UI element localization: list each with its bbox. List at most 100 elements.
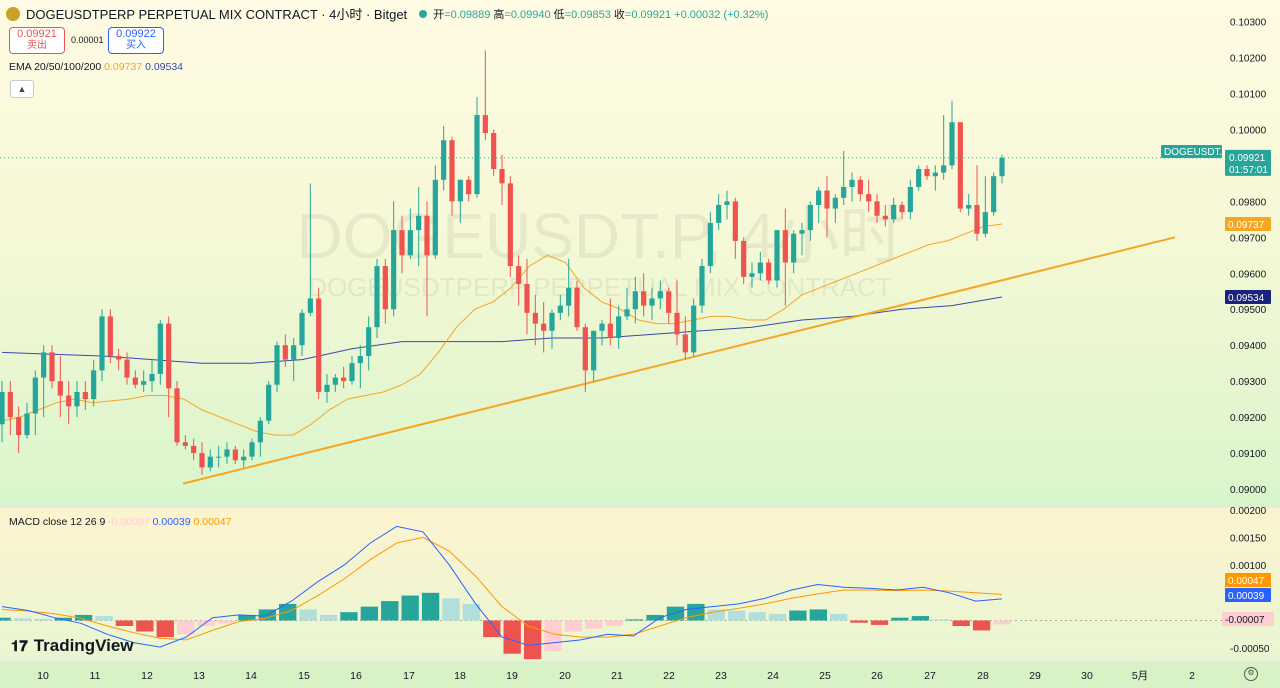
macd-histogram-bar <box>768 613 787 621</box>
candle-body <box>41 352 47 378</box>
macd-line <box>1 525 1003 648</box>
macd-histogram-bar <box>177 620 195 635</box>
candle-body <box>591 330 597 371</box>
sell-button[interactable]: 0.09921 卖出 <box>9 27 65 54</box>
symbol-header: DOGEUSDTPERP PERPETUAL MIX CONTRACT · 4小… <box>6 4 768 23</box>
macd-histogram-bar <box>421 592 440 621</box>
candle-body <box>99 316 105 371</box>
tradingview-logo-icon: 𝟏𝟕 <box>11 637 28 655</box>
macd-histogram-bar <box>585 620 603 629</box>
macd-histogram-bar <box>319 614 338 621</box>
candle-body <box>782 230 788 263</box>
candle-body <box>699 266 705 306</box>
candle-body <box>199 453 205 468</box>
change-value: +0.00032 (+0.32%) <box>674 8 769 21</box>
macd-histogram-bar <box>707 609 725 621</box>
macd-tick-label: 0.00200 <box>1230 506 1267 517</box>
open-value: =0.09889 <box>444 8 491 21</box>
gear-icon[interactable]: ⚙ <box>1244 667 1258 681</box>
time-axis[interactable]: 10 11 12 13 14 15 16 17 18 19 20 21 22 23 24 25 26 27 28 29… <box>37 670 1195 682</box>
ema-label: EMA 20/50/100/200 <box>9 61 102 73</box>
candle-body <box>941 165 947 173</box>
candle-body <box>316 298 322 392</box>
candle-body <box>799 230 805 234</box>
time-tick-label: 16 <box>350 670 362 682</box>
collapse-legend-button[interactable]: ▲ <box>10 80 34 98</box>
candle-body <box>974 204 980 234</box>
macd-histogram-bar <box>523 620 542 660</box>
time-tick-label: 2 <box>1189 670 1195 682</box>
tradingview-logo[interactable]: 𝟏𝟕 TradingView <box>11 636 134 656</box>
candle-body <box>32 377 38 414</box>
candle-body <box>532 312 538 324</box>
candle-body <box>541 323 547 331</box>
buy-button[interactable]: 0.09922 买入 <box>108 27 164 54</box>
macd-histogram-bar <box>911 616 930 621</box>
macd-histogram-bar <box>13 618 32 621</box>
macd-histogram-bar <box>666 606 685 621</box>
macd-histogram-bar <box>605 620 623 627</box>
candle-body <box>849 179 855 187</box>
candle-body <box>741 240 747 277</box>
candle-body <box>291 345 297 360</box>
candle-body <box>999 157 1005 177</box>
candle-body <box>574 287 580 328</box>
price-tick-label: 0.09300 <box>1230 377 1267 388</box>
candle-body <box>166 323 172 389</box>
candle-body <box>649 298 655 306</box>
candle-body <box>882 215 888 220</box>
macd-histogram-bar <box>279 603 297 621</box>
candle-body <box>24 413 30 436</box>
candle-body <box>507 183 513 267</box>
price-tick-label: 0.09700 <box>1230 233 1267 244</box>
candle-body <box>349 363 355 382</box>
candle-body <box>807 204 813 231</box>
macd-label: MACD close 12 26 9 <box>9 516 106 528</box>
candle-body <box>424 215 430 256</box>
candle-body <box>982 212 988 234</box>
symbol-title[interactable]: DOGEUSDTPERP PERPETUAL MIX CONTRACT · 4小… <box>26 7 408 22</box>
time-tick-label: 19 <box>506 670 518 682</box>
support-trendline[interactable] <box>182 236 1176 485</box>
candle-body <box>624 309 630 317</box>
watermark: DOGEUSDT.P, 4小时 DOGEUSDTPERP PERPETUAL M… <box>297 200 904 302</box>
candle-body <box>57 381 63 396</box>
macd-legend[interactable]: MACD close 12 26 9 -0.00007 0.00039 0.00… <box>9 516 231 528</box>
ema20-tag-bg <box>1225 217 1271 232</box>
price-tick-label: 0.09200 <box>1230 413 1267 424</box>
candle-body <box>841 186 847 198</box>
candle-body <box>149 373 155 382</box>
candle-body <box>216 456 222 458</box>
ema-legend[interactable]: EMA 20/50/100/200 0.09737 0.09534 <box>9 61 183 73</box>
price-tick-label: 0.09800 <box>1230 197 1267 208</box>
candle-body <box>382 266 388 310</box>
macd-histogram-bar <box>870 620 889 625</box>
doge-coin-icon <box>6 6 20 21</box>
candle-body <box>482 115 488 134</box>
macd-tick-label: -0.00050 <box>1230 644 1270 655</box>
candle-body <box>257 420 263 443</box>
candle-body <box>307 298 313 313</box>
price-tag-symbol-bg <box>1161 145 1222 158</box>
candle-body <box>432 179 438 256</box>
trendline-layer[interactable] <box>182 236 1176 485</box>
macd-histogram-bar <box>115 620 134 627</box>
time-tick-label: 18 <box>454 670 466 682</box>
ema200-line <box>1 296 1003 364</box>
macd-histogram-bar <box>789 610 807 621</box>
close-label: 收 <box>613 8 625 21</box>
macd-histogram-bar <box>483 620 501 638</box>
candle-body <box>116 355 122 360</box>
ema20-tag: 0.09737 <box>1228 220 1265 231</box>
price-axis[interactable]: 0.10300 0.10200 0.10100 0.10000 0.09800 0.097… <box>1230 18 1267 496</box>
chevron-up-icon: ▲ <box>17 84 27 94</box>
macd-histogram-bar <box>809 609 827 621</box>
candle-body <box>549 312 555 331</box>
candle-body <box>907 186 913 213</box>
candle-body <box>224 449 230 457</box>
market-status-dot-icon <box>419 9 428 18</box>
candle-body <box>766 262 772 281</box>
candle-body <box>66 395 72 407</box>
price-pane-background <box>0 0 1280 507</box>
